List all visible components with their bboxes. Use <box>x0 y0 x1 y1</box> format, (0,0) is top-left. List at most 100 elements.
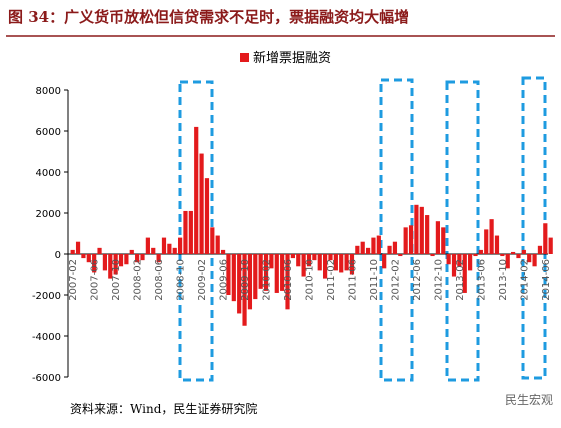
x-tick-label: 2007-02 <box>68 259 79 301</box>
legend-label: 新增票据融资 <box>253 50 331 66</box>
bar <box>81 254 86 259</box>
bar <box>167 243 172 254</box>
bar <box>344 254 349 271</box>
x-tick-label: 2013-10 <box>498 259 509 301</box>
bar <box>210 227 215 254</box>
bar <box>118 254 124 267</box>
bar <box>317 254 322 271</box>
bar <box>86 254 91 263</box>
bar <box>70 249 75 254</box>
bar <box>414 204 419 254</box>
bar <box>237 254 242 314</box>
bar <box>494 235 500 254</box>
x-tick-label: 2012-10 <box>433 259 444 301</box>
bar <box>194 126 199 254</box>
bar <box>365 247 371 254</box>
watermark: 民生宏观 <box>505 392 553 407</box>
x-tick-label: 2007-10 <box>111 259 122 301</box>
bar <box>253 254 258 300</box>
y-tick-label: 0 <box>55 250 61 261</box>
x-tick-label: 2010-02 <box>262 259 273 301</box>
x-tick-label: 2009-02 <box>197 259 208 301</box>
x-tick-label: 2011-02 <box>326 259 337 301</box>
bar <box>521 249 526 254</box>
bar <box>306 254 312 267</box>
bar <box>371 237 376 254</box>
bar <box>285 254 290 310</box>
x-tick-label: 2009-06 <box>219 259 230 301</box>
bar <box>435 221 440 254</box>
bar <box>489 219 494 254</box>
bar <box>360 241 365 254</box>
y-tick-label: -4000 <box>32 332 61 343</box>
bar <box>135 254 140 263</box>
bar <box>328 254 333 261</box>
x-tick-label: 2008-02 <box>133 259 144 301</box>
bar <box>301 254 306 277</box>
bar <box>296 254 301 267</box>
bar <box>468 254 473 271</box>
bar <box>430 254 435 257</box>
bar <box>280 254 285 291</box>
highlight-box <box>178 80 214 382</box>
x-tick-label: 2013-06 <box>476 259 487 301</box>
bar <box>156 254 161 263</box>
highlight-box <box>379 78 414 382</box>
x-tick-label: 2011-06 <box>347 259 358 301</box>
bar <box>124 254 129 265</box>
bar <box>537 245 543 254</box>
bar <box>462 254 467 293</box>
bar <box>140 254 145 261</box>
x-tick-label: 2014-06 <box>541 259 552 301</box>
x-tick-label: 2010-06 <box>283 259 294 301</box>
x-tick-label: 2009-10 <box>240 259 251 301</box>
x-tick-label: 2008-06 <box>154 259 165 301</box>
x-tick-label: 2014-02 <box>519 259 530 301</box>
bar <box>97 247 102 254</box>
bar <box>349 254 355 275</box>
bar <box>510 251 516 254</box>
y-tick-label: -6000 <box>32 373 61 384</box>
bar <box>323 254 328 279</box>
bar <box>269 254 274 269</box>
bar <box>451 254 457 277</box>
bar <box>129 249 134 254</box>
bar <box>172 247 177 254</box>
bar <box>178 237 183 254</box>
bar <box>478 249 483 254</box>
bar <box>263 254 269 291</box>
bar <box>376 235 381 254</box>
bar <box>226 254 231 295</box>
bar <box>473 254 478 257</box>
bar <box>312 254 317 261</box>
y-tick-label: -2000 <box>32 291 61 302</box>
y-tick-label: 4000 <box>36 168 61 179</box>
bar <box>543 223 548 254</box>
legend-swatch <box>240 53 249 62</box>
bar <box>425 215 430 254</box>
bar <box>199 153 204 254</box>
bar <box>355 245 360 254</box>
bar <box>339 254 344 273</box>
x-tick-label: 2012-06 <box>412 259 423 301</box>
bar <box>290 254 295 259</box>
bar <box>258 254 263 289</box>
bar <box>242 254 247 326</box>
bar <box>333 254 338 271</box>
y-tick-label: 2000 <box>36 209 61 220</box>
source-note: 资料来源：Wind，民生证券研究院 <box>70 401 257 416</box>
bar <box>161 237 167 254</box>
bar <box>231 254 236 302</box>
bar <box>145 237 150 254</box>
bar <box>204 178 210 254</box>
highlight-box <box>445 80 480 382</box>
bar <box>274 254 279 293</box>
bar <box>113 254 118 275</box>
bar <box>188 210 193 254</box>
bar <box>75 241 81 254</box>
y-tick-label: 8000 <box>36 86 61 97</box>
bar <box>457 254 462 267</box>
bar <box>505 254 510 269</box>
bar <box>419 206 424 254</box>
